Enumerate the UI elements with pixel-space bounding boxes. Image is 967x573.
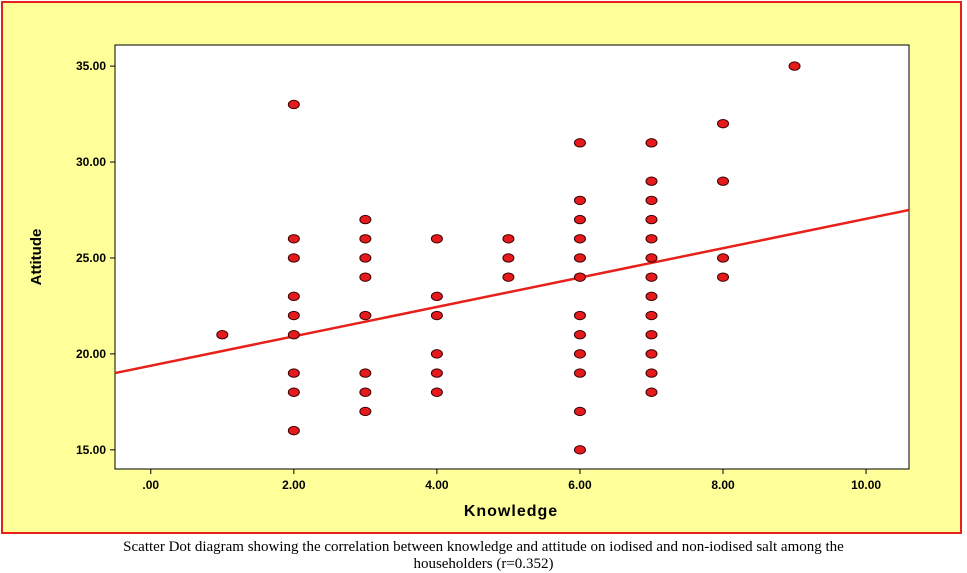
data-point [573,349,586,359]
data-point [645,387,658,397]
data-point [573,253,586,263]
data-point [359,272,372,282]
data-point [287,253,300,263]
data-point [359,253,372,263]
x-tick-label: 8.00 [711,478,735,492]
caption-line-2: householders (r=0.352) [413,556,554,572]
data-point [359,368,372,378]
x-tick-label: .00 [142,478,159,492]
data-point [645,291,658,302]
figure-caption: Scatter Dot diagram showing the correlat… [0,539,967,573]
data-point [430,368,443,378]
data-point [645,234,658,244]
y-tick-label: 20.00 [76,347,106,361]
data-point [430,310,443,321]
data-point [573,272,586,282]
x-tick-label: 4.00 [425,478,449,492]
y-tick-label: 30.00 [76,155,106,169]
data-point [430,387,443,397]
data-point [359,310,372,321]
data-point [359,234,372,244]
data-point [287,291,300,302]
y-tick-label: 35.00 [76,59,106,73]
data-point [359,387,372,397]
y-tick-label: 25.00 [76,251,106,265]
data-point [287,330,300,340]
data-point [287,368,300,378]
data-point [573,445,586,455]
data-point [573,368,586,378]
x-axis-title: Knowledge [464,503,558,520]
data-point [717,176,730,186]
x-tick-label: 10.00 [851,478,881,492]
y-axis-title: Attitude [28,229,45,286]
data-point [359,406,372,417]
data-point [645,272,658,282]
data-point [573,310,586,321]
data-point [645,368,658,378]
data-point [717,253,730,263]
data-point [717,272,730,282]
data-point [573,406,586,417]
data-point [645,195,658,206]
y-tick-label: 15.00 [76,443,106,457]
x-tick-label: 2.00 [282,478,306,492]
fit-line [114,208,910,375]
data-point [502,272,515,282]
data-point [645,253,658,263]
data-point [573,195,586,206]
x-tick-label: 6.00 [568,478,592,492]
data-point [788,61,801,71]
data-point [645,138,658,148]
data-point [573,234,586,244]
data-point [645,330,658,340]
data-point [359,214,372,225]
data-point [287,425,300,436]
data-point [430,291,443,302]
data-point [430,234,443,244]
data-point [645,349,658,359]
caption-line-1: Scatter Dot diagram showing the correlat… [123,539,844,555]
data-point [645,214,658,225]
data-point [287,234,300,244]
data-point [502,234,515,244]
data-point [287,310,300,321]
data-point [645,310,658,321]
data-point [287,387,300,397]
data-point [502,253,515,263]
data-point [573,330,586,340]
data-point [717,118,730,129]
data-point [287,99,300,110]
data-point [573,214,586,225]
data-point [645,176,658,186]
data-point [216,330,229,340]
data-point [573,138,586,148]
data-point [430,349,443,359]
